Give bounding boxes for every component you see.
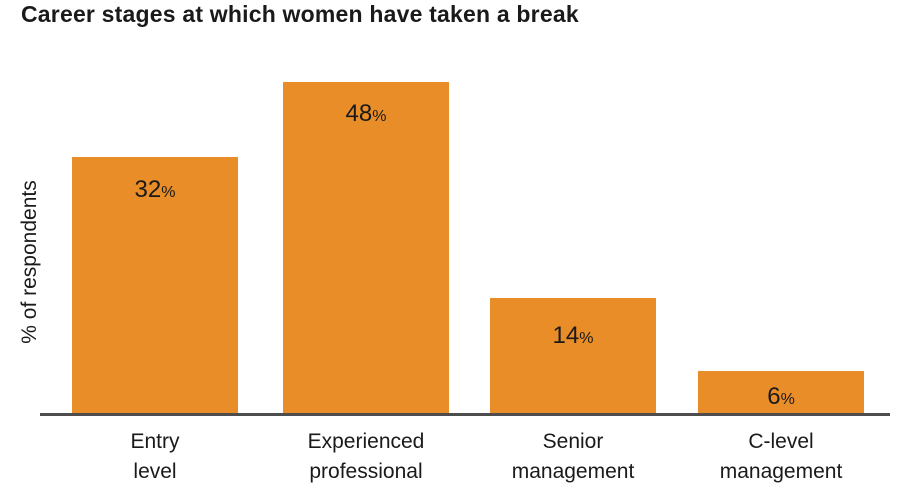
x-axis-label-experienced-professional: Experienced professional (307, 430, 425, 483)
chart-title: Career stages at which women have taken … (21, 1, 579, 27)
bar-senior-management: 14% (490, 298, 656, 413)
bar-value-label: 48% (345, 100, 387, 127)
bar-c-level-management: 6% (698, 371, 864, 413)
x-axis-label-entry-level: Entry level (130, 430, 180, 483)
x-axis-label-senior-management: Senior management (511, 430, 635, 483)
bar-entry-level: 32% (72, 157, 238, 413)
x-axis-label-c-level-management: C-level management (719, 430, 843, 483)
bar-value-label: 32% (134, 176, 176, 203)
x-axis-line (40, 413, 890, 416)
bar-value-label: 14% (552, 322, 594, 349)
bar-experienced-professional: 48% (283, 82, 449, 413)
bar-value-label: 6% (767, 383, 795, 410)
